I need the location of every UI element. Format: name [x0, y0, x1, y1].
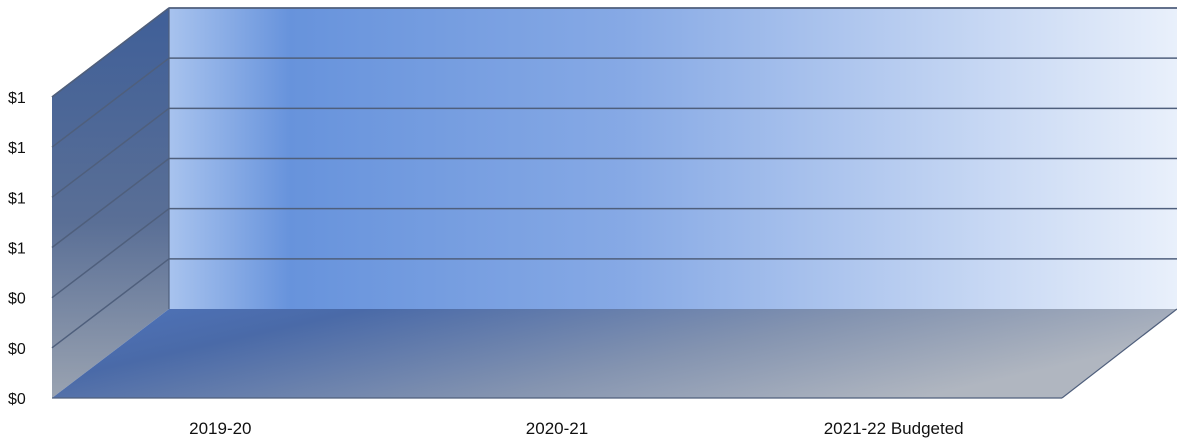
- y-tick-label: $1: [8, 90, 26, 107]
- x-category-label: 2020-21: [526, 419, 588, 438]
- x-category-label: 2021-22 Budgeted: [824, 419, 964, 438]
- y-tick-label: $1: [8, 190, 26, 207]
- y-tick-label: $0: [8, 291, 26, 308]
- x-axis-category-labels: 2019-20 2020-21 2021-22 Budgeted: [189, 419, 963, 438]
- y-axis-tick-labels: $0 $0 $0 $1 $1 $1 $1: [8, 90, 26, 408]
- floor: [52, 309, 1177, 398]
- y-tick-label: $1: [8, 140, 26, 157]
- y-tick-label: $0: [8, 341, 26, 358]
- y-tick-label: $0: [8, 391, 26, 408]
- y-tick-label: $1: [8, 241, 26, 258]
- x-category-label: 2019-20: [189, 419, 251, 438]
